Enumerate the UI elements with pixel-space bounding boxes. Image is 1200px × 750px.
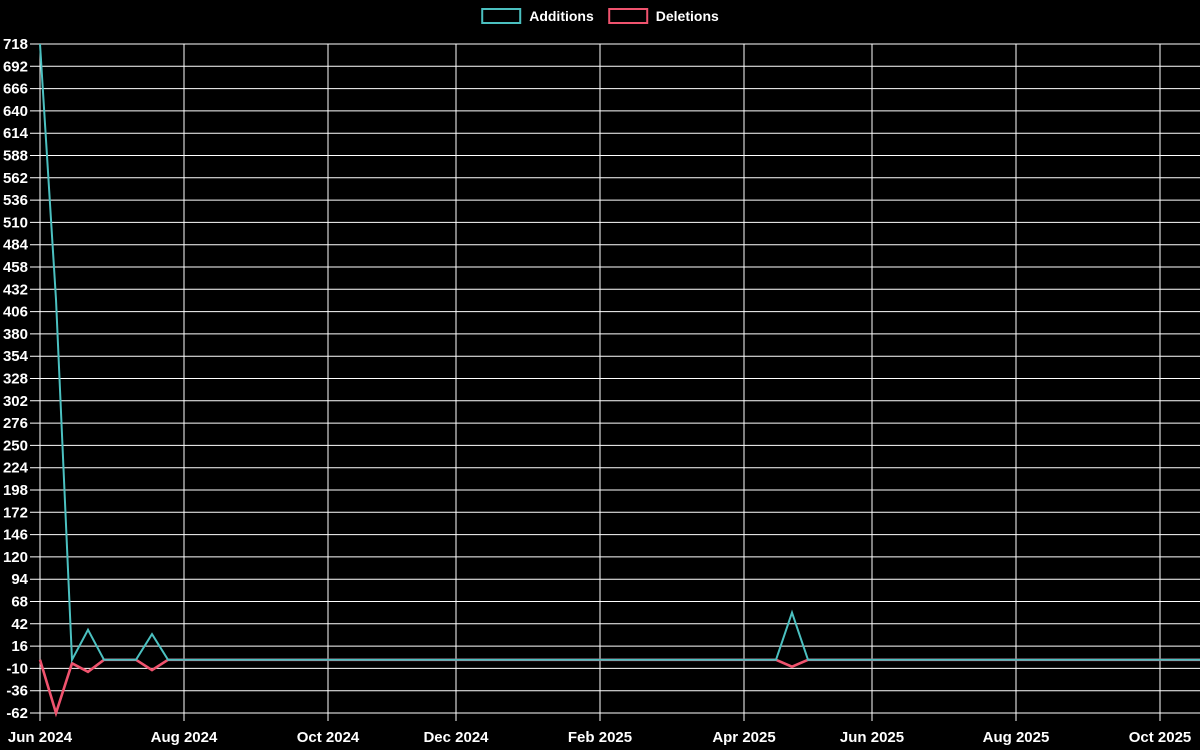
y-axis-tick-label: 250 — [3, 437, 28, 454]
deletions-swatch-icon — [607, 8, 648, 24]
y-axis-tick-label: 224 — [3, 460, 29, 477]
y-axis-tick-label: 692 — [3, 58, 28, 75]
additions-line — [39, 43, 1200, 664]
y-axis-tick-label: 458 — [3, 259, 28, 276]
y-axis-tick-label: 640 — [3, 103, 28, 120]
x-axis-tick-label: Feb 2025 — [568, 729, 632, 746]
y-axis-tick-label: 718 — [3, 36, 28, 53]
x-axis-tick-label: Aug 2025 — [983, 729, 1050, 746]
legend-item-additions[interactable]: Additions — [481, 8, 594, 24]
y-axis-tick-label: 172 — [3, 504, 28, 521]
y-axis-tick-label: 42 — [11, 616, 28, 633]
x-axis-tick-label: Jun 2024 — [8, 729, 73, 746]
chart-legend: Additions Deletions — [481, 8, 719, 24]
legend-label-additions: Additions — [529, 8, 594, 24]
x-axis-tick-label: Oct 2024 — [297, 729, 360, 746]
y-axis-tick-label: 16 — [11, 638, 28, 655]
y-axis-tick-label: 146 — [3, 527, 28, 544]
y-axis-tick-label: 120 — [3, 549, 28, 566]
x-axis-tick-label: Jun 2025 — [840, 729, 904, 746]
y-axis-tick-label: 302 — [3, 393, 28, 410]
y-axis-tick-label: 276 — [3, 415, 28, 432]
y-axis-tick-label: -62 — [6, 705, 28, 722]
y-axis-tick-label: 588 — [3, 148, 28, 165]
x-axis-tick-label: Oct 2025 — [1129, 729, 1192, 746]
deletions-line — [38, 658, 1200, 718]
y-axis-tick-label: 536 — [3, 192, 28, 209]
legend-label-deletions: Deletions — [655, 8, 719, 24]
y-axis-tick-label: 406 — [3, 304, 28, 321]
y-axis-tick-label: 510 — [3, 214, 28, 231]
y-axis-tick-label: 562 — [3, 170, 28, 187]
additions-swatch-icon — [481, 8, 522, 24]
y-axis-tick-label: 354 — [3, 348, 29, 365]
x-axis-tick-label: Aug 2024 — [151, 729, 218, 746]
y-axis-tick-label: -10 — [6, 660, 28, 677]
y-axis-tick-label: 198 — [3, 482, 28, 499]
y-axis-tick-label: 328 — [3, 371, 28, 388]
x-axis-tick-label: Dec 2024 — [423, 729, 489, 746]
y-axis-tick-label: 666 — [3, 81, 28, 98]
y-axis-tick-label: 614 — [3, 125, 29, 142]
y-axis-tick-label: 94 — [11, 571, 28, 588]
legend-item-deletions[interactable]: Deletions — [607, 8, 719, 24]
y-axis-tick-label: 380 — [3, 326, 28, 343]
y-axis-tick-label: 432 — [3, 281, 28, 298]
y-axis-tick-label: -36 — [6, 683, 28, 700]
y-axis-tick-label: 68 — [11, 594, 28, 611]
x-axis-tick-label: Apr 2025 — [712, 729, 775, 746]
y-axis-tick-label: 484 — [3, 237, 29, 254]
